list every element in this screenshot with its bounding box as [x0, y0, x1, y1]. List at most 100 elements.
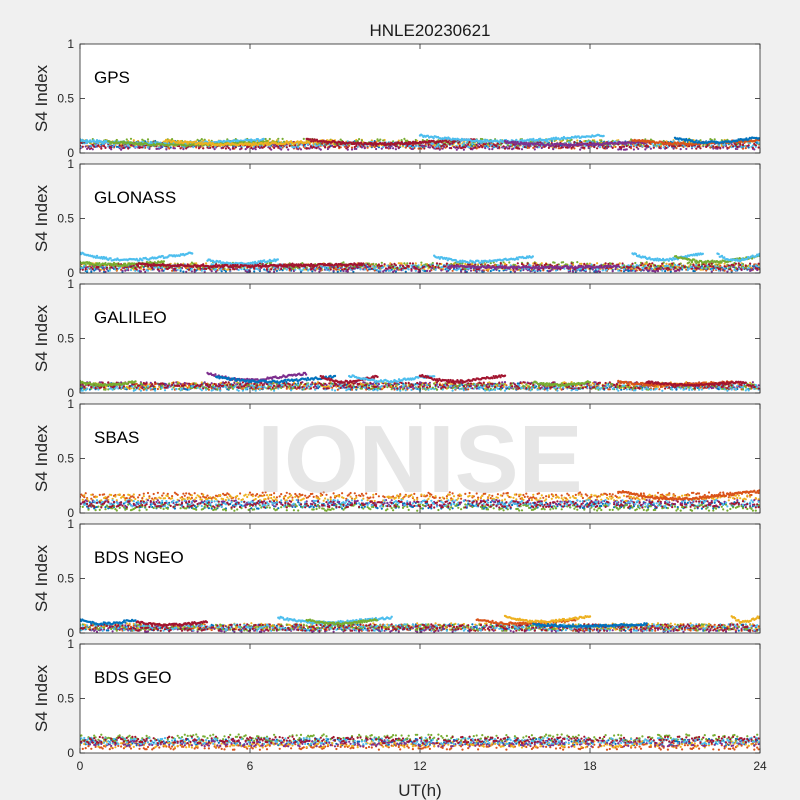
data-point	[137, 269, 140, 272]
data-point	[397, 146, 400, 149]
arc-point	[515, 142, 518, 146]
data-point	[339, 138, 342, 141]
data-point	[628, 145, 631, 148]
data-point	[594, 269, 597, 272]
data-point	[598, 145, 602, 149]
data-point	[744, 147, 747, 150]
data-point	[502, 145, 505, 148]
data-point	[464, 270, 467, 273]
data-point	[294, 268, 297, 271]
data-point	[240, 268, 243, 271]
arc-point	[406, 142, 409, 146]
data-point	[165, 148, 168, 151]
data-point	[498, 146, 501, 149]
data-point	[383, 269, 386, 272]
data-point	[644, 148, 647, 151]
data-point	[141, 146, 144, 149]
data-point	[112, 143, 116, 146]
data-point	[121, 144, 124, 147]
y-axis-label: S4 Index	[32, 64, 51, 132]
data-point	[253, 270, 256, 273]
data-point	[110, 148, 113, 151]
data-point	[250, 146, 253, 149]
data-point	[672, 268, 675, 271]
arc-point	[140, 141, 143, 145]
data-point	[726, 146, 729, 149]
data-point	[190, 267, 193, 270]
data-point	[591, 268, 594, 271]
data-point	[471, 263, 474, 266]
data-point	[168, 147, 171, 150]
data-point	[587, 146, 590, 150]
data-point	[152, 268, 155, 271]
data-point	[375, 147, 378, 151]
data-point	[566, 146, 569, 149]
data-point	[326, 266, 329, 269]
data-point	[179, 268, 182, 271]
data-point	[477, 263, 480, 266]
data-point	[712, 147, 715, 150]
data-point	[509, 143, 512, 146]
data-point	[328, 145, 331, 148]
arc-point	[432, 137, 435, 140]
data-point	[754, 144, 757, 147]
data-point	[688, 261, 691, 264]
data-point	[484, 143, 487, 146]
data-point	[246, 268, 249, 271]
data-point	[206, 146, 209, 149]
data-point	[428, 270, 431, 273]
arc-point	[412, 140, 415, 143]
data-point	[237, 268, 240, 272]
data-point	[173, 147, 176, 150]
data-point	[472, 269, 475, 272]
data-point	[87, 146, 90, 149]
data-point	[445, 145, 448, 148]
data-point	[736, 145, 739, 149]
data-point	[84, 145, 87, 148]
data-point	[508, 261, 511, 264]
data-point	[200, 269, 203, 272]
data-point	[732, 265, 735, 268]
data-point	[445, 270, 448, 273]
data-point	[382, 145, 385, 149]
data-point	[336, 144, 339, 147]
data-point	[382, 139, 385, 142]
arc-point	[266, 141, 270, 144]
data-point	[342, 269, 345, 272]
arc-point	[164, 138, 168, 142]
data-point	[546, 140, 549, 143]
data-point	[209, 146, 212, 149]
y-tick-label: 0.5	[57, 92, 74, 106]
data-point	[202, 147, 205, 150]
data-point	[652, 146, 655, 149]
data-point	[645, 261, 648, 264]
arc-point	[695, 139, 698, 142]
data-point	[338, 145, 341, 148]
data-point	[118, 144, 121, 147]
data-point	[457, 141, 460, 144]
arc-point	[362, 143, 365, 146]
data-point	[450, 147, 453, 150]
data-point	[246, 270, 249, 273]
data-point	[754, 145, 757, 148]
arc-point	[525, 141, 528, 144]
data-point	[689, 263, 692, 266]
data-point	[635, 146, 638, 149]
data-point	[112, 261, 116, 264]
data-point	[213, 148, 216, 151]
data-point	[125, 267, 128, 270]
data-point	[712, 145, 715, 148]
arc-point	[432, 139, 435, 143]
data-point	[231, 147, 235, 150]
data-point	[611, 146, 614, 149]
arc-point	[283, 142, 287, 145]
data-point	[662, 146, 665, 149]
data-point	[389, 147, 392, 150]
data-point	[411, 147, 414, 151]
arc-point	[685, 137, 688, 141]
data-point	[513, 270, 517, 273]
data-point	[307, 147, 310, 150]
data-point	[318, 270, 321, 273]
